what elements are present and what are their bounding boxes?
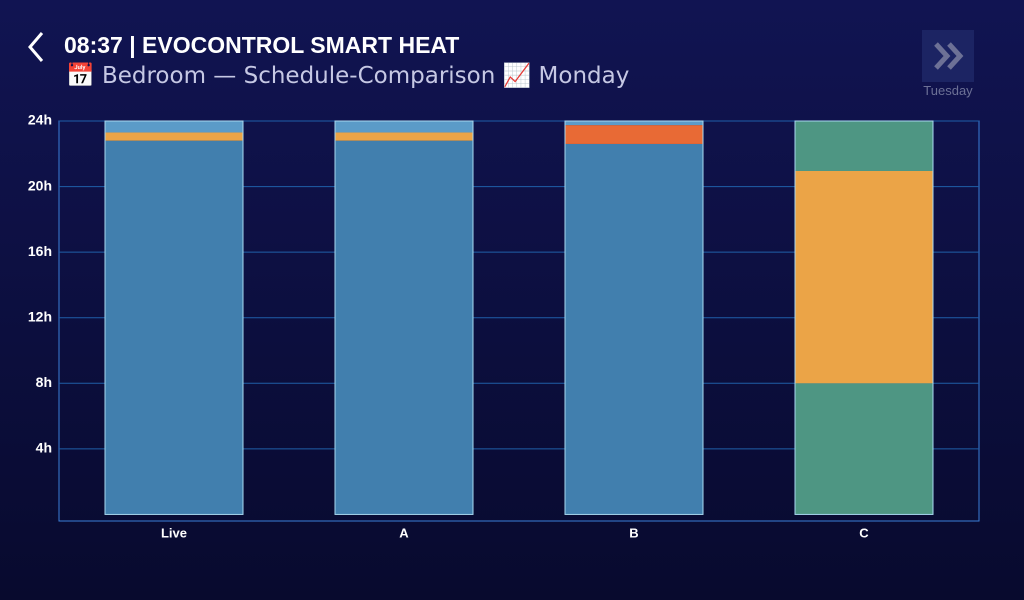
- bar-segment: [335, 132, 473, 141]
- y-tick-label: 20h: [28, 177, 52, 193]
- bar-segment: [565, 125, 703, 144]
- bar-segment: [335, 121, 473, 133]
- subtitle: 📅 Bedroom — Schedule-Comparison 📈 Monday: [66, 63, 630, 89]
- bar-outline: [794, 120, 934, 515]
- bar-outline: [334, 120, 474, 515]
- bar-segment: [795, 383, 933, 515]
- next-day-button[interactable]: [922, 30, 974, 82]
- x-tick-label: B: [629, 525, 638, 540]
- next-icon: [934, 42, 964, 70]
- next-day-label[interactable]: Tuesday: [923, 83, 973, 98]
- x-tick-label: Live: [161, 525, 187, 540]
- bar-segment: [565, 143, 703, 515]
- bar-outline: [564, 120, 704, 515]
- back-button[interactable]: [22, 28, 52, 68]
- bar-segment: [105, 132, 243, 141]
- y-tick-label: 8h: [36, 374, 52, 390]
- bar-segment: [335, 140, 473, 515]
- y-tick-label: 4h: [36, 440, 52, 456]
- bar-segment: [105, 121, 243, 133]
- y-tick-label: 12h: [28, 308, 52, 324]
- title: 08:37 | EVOCONTROL SMART HEAT: [64, 32, 460, 58]
- bar-segment: [105, 140, 243, 515]
- bar-segment: [795, 121, 933, 171]
- y-tick-label: 24h: [28, 112, 52, 128]
- bar-segment: [565, 121, 703, 126]
- x-tick-label: A: [399, 525, 409, 540]
- x-tick-label: C: [859, 525, 869, 540]
- y-tick-label: 16h: [28, 243, 52, 259]
- bar-outline: [104, 120, 244, 515]
- bar-segment: [795, 171, 933, 384]
